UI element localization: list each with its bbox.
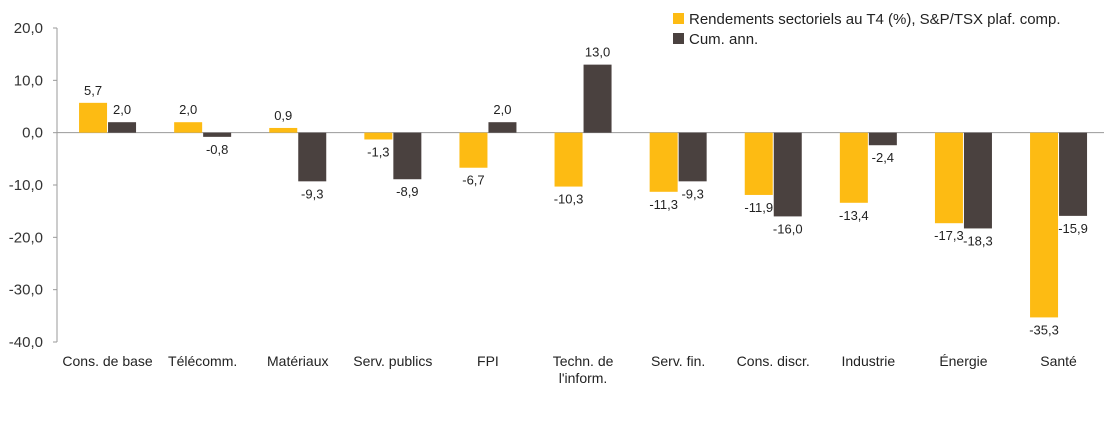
bar [868,132,897,146]
legend-label: Cum. ann. [689,31,758,48]
y-tick-label: -10,0 [9,177,43,194]
data-label: 2,0 [493,102,511,117]
bar [393,132,422,180]
x-tick-label: Techn. de l'inform. [553,353,614,386]
bar [459,132,488,168]
bar [649,132,678,192]
x-tick-label: Serv. fin. [651,353,705,369]
bar [203,132,232,137]
bar [108,122,137,133]
y-tick-label: -40,0 [9,334,43,351]
bar [583,64,612,133]
x-tick-label: Serv. publics [353,353,432,369]
legend-swatch [673,13,684,24]
data-label: -18,3 [963,233,993,248]
bar [773,132,802,217]
data-label: -9,3 [301,186,323,201]
bar [744,132,773,195]
data-label: -11,3 [649,197,678,212]
x-tick-label: Industrie [841,353,895,369]
data-label: -1,3 [367,144,389,159]
data-label: -35,3 [1029,322,1059,337]
bar [839,132,868,203]
data-label: 0,9 [274,108,292,123]
data-label: -8,9 [396,184,418,199]
bar [174,122,203,133]
data-label: -0,8 [206,142,228,157]
bar [488,122,517,133]
data-label: -9,3 [681,186,703,201]
data-label: -10,3 [554,192,584,207]
x-tick-label: Énergie [939,353,987,369]
legend: Rendements sectoriels au T4 (%), S&P/TSX… [673,11,1061,48]
y-tick-label: 0,0 [22,125,43,142]
y-tick-label: -20,0 [9,229,43,246]
bar [1059,132,1088,216]
data-label: -17,3 [934,228,964,243]
x-tick-label: Matériaux [267,353,328,369]
x-tick-label: Cons. de base [62,353,152,369]
x-tick-label: FPI [477,353,499,369]
data-labels: 5,7 2,0 0,9 -1,3 -6,7 -10,3 -11,3 -11,9 -13,4 -17… [84,45,1088,338]
bar [79,102,108,133]
bar [554,132,583,187]
bar [1030,132,1059,318]
data-label: -11,9 [744,200,773,215]
data-label: -16,0 [773,221,803,236]
x-tick-label: Télécomm. [168,353,237,369]
data-label: -6,7 [462,173,484,188]
bar [269,127,298,133]
legend-swatch [673,33,684,44]
data-label: -15,9 [1058,221,1088,236]
bar [678,132,707,182]
data-label: 2,0 [113,102,131,117]
y-tick-label: 10,0 [14,72,43,89]
x-tick-label: Santé [1040,353,1077,369]
y-tick-label: -30,0 [9,282,43,299]
axes: 20,0 10,0 0,0 -10,0 -20,0 -30,0 -40,0 Cons. de … [9,20,1104,386]
bar [963,132,992,229]
bar [298,132,327,182]
y-tick-label: 20,0 [14,20,43,37]
data-label: 2,0 [179,102,197,117]
data-label: 13,0 [585,45,610,60]
bar [934,132,963,224]
x-tick-label: Cons. discr. [737,353,810,369]
data-label: -2,4 [872,150,894,165]
legend-label: Rendements sectoriels au T4 (%), S&P/TSX… [689,11,1061,28]
data-label: 5,7 [84,83,102,98]
bar [364,132,393,140]
data-label: -13,4 [839,208,869,223]
bars [79,64,1088,318]
